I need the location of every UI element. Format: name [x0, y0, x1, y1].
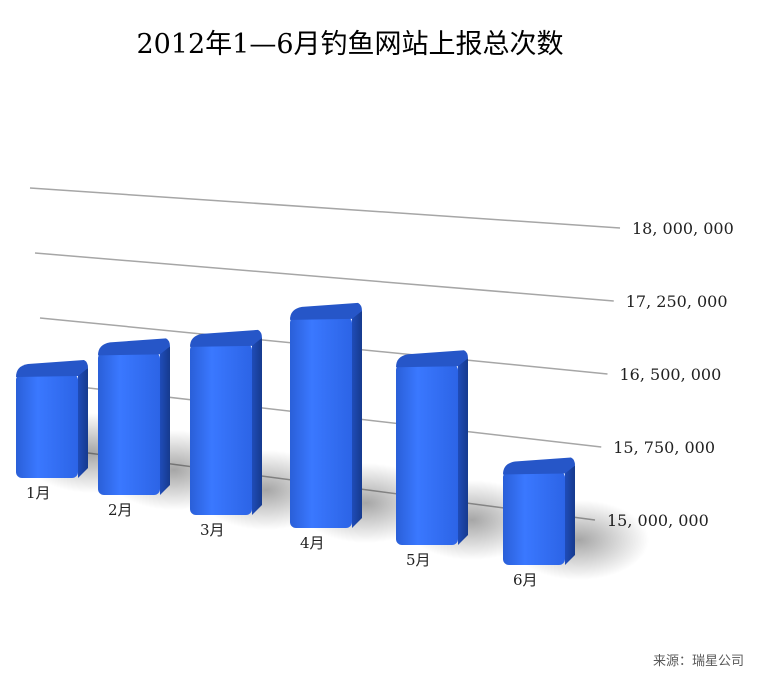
bar-top: [503, 457, 575, 475]
source-note: 来源：瑞星公司: [652, 654, 744, 669]
x-category-label: 1月: [26, 484, 51, 502]
y-tick-label: 18, 000, 000: [632, 219, 734, 238]
gridline: [34, 252, 614, 302]
x-category-label: 4月: [300, 534, 325, 552]
bar-side: [160, 346, 170, 495]
chart-title: 2012年1—6月钓鱼网站上报总次数: [136, 29, 564, 60]
x-category-label: 5月: [406, 551, 431, 569]
y-tick-label: 15, 750, 000: [613, 438, 715, 457]
bar-top: [290, 302, 362, 320]
x-category-label: 2月: [108, 501, 133, 519]
bar-side: [78, 368, 88, 478]
bar: [396, 364, 458, 545]
bar-side: [458, 358, 468, 545]
bar-side: [565, 465, 575, 565]
y-tick-label: 16, 500, 000: [620, 365, 722, 384]
bar: [16, 374, 78, 478]
bar: [190, 343, 252, 515]
bar-side: [352, 310, 362, 528]
x-category-label: 6月: [513, 571, 538, 589]
bar: [503, 471, 565, 565]
bar-top: [190, 329, 262, 347]
bar: [98, 352, 160, 495]
bar-top: [16, 360, 88, 378]
gridline: [29, 187, 621, 229]
bar-side: [252, 337, 262, 515]
bar-top: [396, 350, 468, 368]
y-tick-label: 17, 250, 000: [626, 292, 728, 311]
bar-top: [98, 338, 170, 356]
x-category-label: 3月: [200, 521, 225, 539]
bar: [290, 316, 352, 528]
